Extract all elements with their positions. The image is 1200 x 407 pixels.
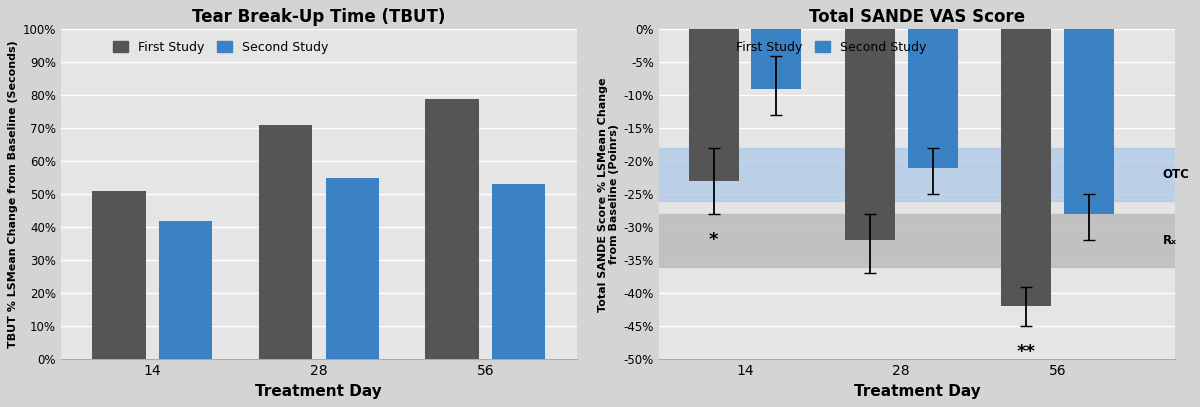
Text: **: ** <box>1016 343 1036 361</box>
X-axis label: Treatment Day: Treatment Day <box>853 384 980 399</box>
Bar <box>259 125 312 359</box>
Bar <box>1064 29 1114 214</box>
Y-axis label: Total SANDE Score % LSMean Change
from Baseline (Poinrs): Total SANDE Score % LSMean Change from B… <box>598 77 619 311</box>
Bar <box>325 178 379 359</box>
X-axis label: Treatment Day: Treatment Day <box>256 384 383 399</box>
Bar <box>92 191 145 359</box>
Bar <box>659 148 1175 201</box>
Bar <box>1001 29 1051 306</box>
Text: *: * <box>709 230 719 249</box>
Bar <box>845 29 895 241</box>
Bar <box>659 214 1175 267</box>
Bar <box>689 29 738 181</box>
Text: OTC: OTC <box>1163 168 1189 181</box>
Text: Rₓ: Rₓ <box>1163 234 1176 247</box>
Bar <box>492 184 545 359</box>
Title: Total SANDE VAS Score: Total SANDE VAS Score <box>809 8 1025 26</box>
Bar <box>907 29 958 168</box>
Title: Tear Break-Up Time (TBUT): Tear Break-Up Time (TBUT) <box>192 8 445 26</box>
Bar <box>426 98 479 359</box>
Y-axis label: TBUT % LSMean Change from Baseline (Seconds): TBUT % LSMean Change from Baseline (Seco… <box>8 40 18 348</box>
Legend: First Study, Second Study: First Study, Second Study <box>108 35 334 59</box>
Legend: First Study, Second Study: First Study, Second Study <box>707 35 931 59</box>
Bar <box>751 29 802 89</box>
Bar <box>158 221 212 359</box>
